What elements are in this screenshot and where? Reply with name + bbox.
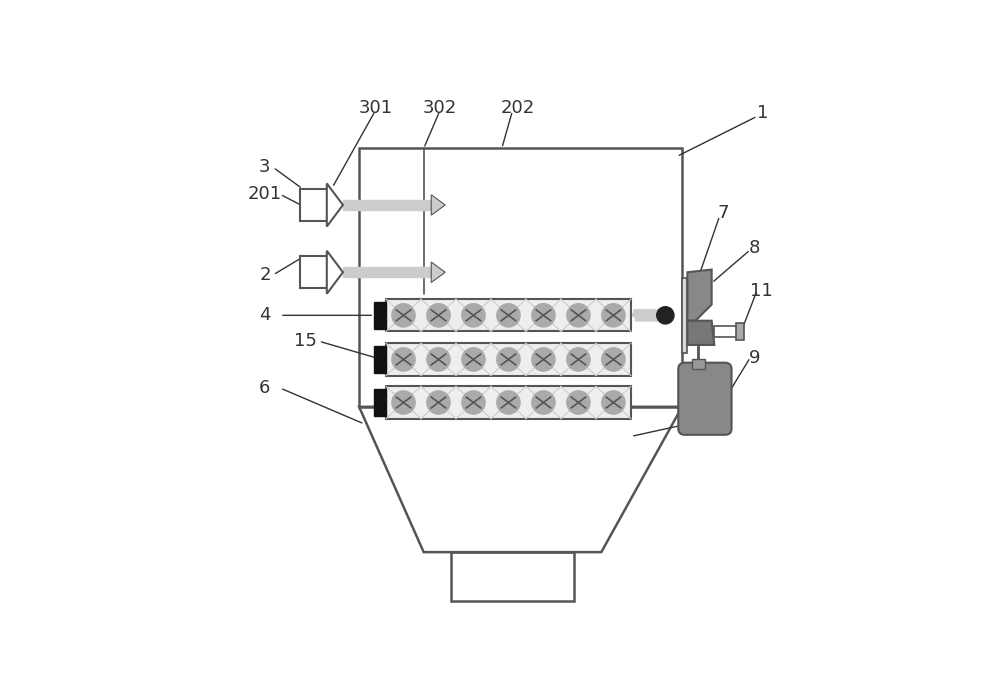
Circle shape (602, 348, 625, 371)
Polygon shape (300, 256, 327, 289)
Circle shape (427, 391, 450, 414)
Polygon shape (431, 195, 445, 215)
FancyBboxPatch shape (678, 363, 732, 435)
Text: 6: 6 (259, 379, 271, 397)
Circle shape (567, 348, 590, 371)
Text: 2: 2 (259, 266, 271, 284)
Circle shape (532, 348, 555, 371)
Circle shape (462, 303, 485, 327)
Text: 302: 302 (423, 99, 457, 117)
Text: 15: 15 (294, 332, 317, 350)
Text: 8: 8 (749, 239, 760, 257)
Polygon shape (386, 299, 631, 331)
Polygon shape (300, 189, 327, 221)
Circle shape (462, 348, 485, 371)
Polygon shape (736, 323, 744, 340)
Circle shape (602, 391, 625, 414)
Circle shape (392, 303, 415, 327)
Polygon shape (687, 321, 714, 345)
Polygon shape (327, 183, 343, 226)
Text: 4: 4 (259, 306, 271, 324)
Polygon shape (374, 389, 386, 416)
Polygon shape (687, 270, 712, 321)
Polygon shape (386, 343, 631, 375)
Circle shape (532, 303, 555, 327)
Circle shape (497, 391, 520, 414)
Polygon shape (374, 346, 386, 373)
Circle shape (497, 348, 520, 371)
Text: 7: 7 (718, 204, 729, 222)
Circle shape (462, 391, 485, 414)
Circle shape (602, 303, 625, 327)
Text: 202: 202 (501, 99, 535, 117)
Text: 1: 1 (757, 104, 768, 122)
Polygon shape (327, 251, 343, 294)
Circle shape (657, 307, 674, 324)
Text: 11: 11 (750, 282, 773, 300)
Circle shape (567, 391, 590, 414)
Polygon shape (682, 278, 687, 353)
Circle shape (392, 348, 415, 371)
Text: 9: 9 (749, 350, 760, 368)
Circle shape (497, 303, 520, 327)
Circle shape (567, 303, 590, 327)
Text: 5: 5 (701, 415, 712, 433)
Circle shape (392, 391, 415, 414)
Polygon shape (431, 262, 445, 282)
Polygon shape (692, 359, 705, 369)
Text: 301: 301 (358, 99, 392, 117)
Polygon shape (386, 387, 631, 419)
Circle shape (532, 391, 555, 414)
Circle shape (427, 303, 450, 327)
Text: 201: 201 (248, 185, 282, 203)
Polygon shape (714, 326, 741, 337)
Circle shape (427, 348, 450, 371)
Polygon shape (374, 302, 386, 329)
Text: 3: 3 (259, 158, 271, 176)
